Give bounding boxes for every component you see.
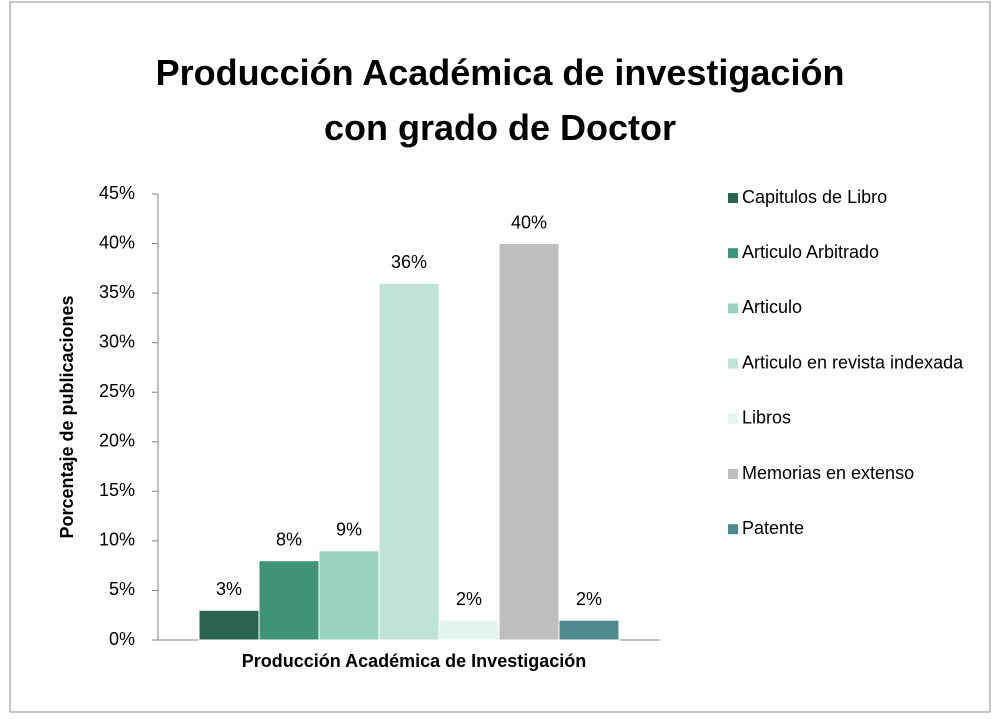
legend-label: Articulo Arbitrado [742,242,879,262]
legend-swatch [728,469,738,479]
legend-label: Memorias en extenso [742,463,914,483]
legend-label: Articulo en revista indexada [742,352,964,372]
legend-swatch [728,303,738,314]
legend-swatch [728,524,738,535]
y-tick-label: 30% [99,331,135,351]
value-label: 3% [216,579,242,599]
y-tick-label: 20% [99,431,135,451]
y-tick-label: 45% [99,183,135,203]
bar [558,619,620,641]
legend-label: Libros [742,408,791,428]
bar [438,619,500,641]
y-tick-label: 25% [99,381,135,401]
value-label: 9% [336,520,362,540]
value-label: 40% [511,212,547,232]
y-tick-label: 35% [99,282,135,302]
value-label: 36% [391,252,427,272]
bar [258,560,320,641]
bar [378,282,440,641]
value-label: 8% [276,529,302,549]
y-tick-label: 5% [109,579,135,599]
legend-label: Articulo [742,297,802,317]
y-tick-label: 0% [109,629,135,649]
legend-swatch [728,358,738,369]
bar [498,243,560,641]
chart-title: Producción Académica de investigación con… [156,52,845,148]
legend-swatch [728,248,738,259]
legend-swatch [728,413,738,424]
bar [318,550,380,641]
bar [198,609,260,641]
y-axis-title: Porcentaje de publicaciones [57,295,77,538]
y-tick-label: 40% [99,232,135,252]
value-label: 2% [576,589,602,609]
x-axis-title: Producción Académica de Investigación [242,651,586,671]
y-tick-label: 15% [99,480,135,500]
value-label: 2% [456,589,482,609]
legend-label: Capitulos de Libro [742,187,887,207]
y-tick-label: 10% [99,530,135,550]
legend-swatch [728,193,738,203]
legend-label: Patente [742,518,804,538]
